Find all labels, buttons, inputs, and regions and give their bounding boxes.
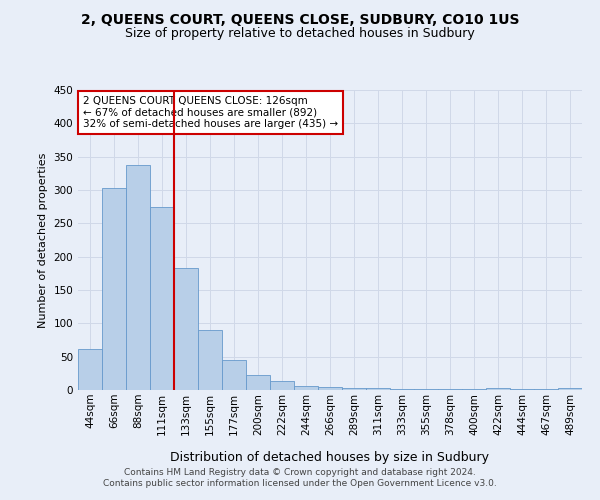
Bar [198,330,222,390]
Text: 2, QUEENS COURT, QUEENS CLOSE, SUDBURY, CO10 1US: 2, QUEENS COURT, QUEENS CLOSE, SUDBURY, … [81,12,519,26]
Bar [150,208,174,390]
Bar [78,350,102,390]
Bar [222,360,246,390]
Text: 2 QUEENS COURT QUEENS CLOSE: 126sqm
← 67% of detached houses are smaller (892)
3: 2 QUEENS COURT QUEENS CLOSE: 126sqm ← 67… [83,96,338,129]
Bar [246,374,270,390]
Bar [342,388,366,390]
Bar [126,166,150,390]
Bar [294,386,318,390]
Text: Contains HM Land Registry data © Crown copyright and database right 2024.
Contai: Contains HM Land Registry data © Crown c… [103,468,497,487]
Bar [102,188,126,390]
Bar [174,268,198,390]
Bar [270,380,294,390]
Text: Size of property relative to detached houses in Sudbury: Size of property relative to detached ho… [125,28,475,40]
Text: Distribution of detached houses by size in Sudbury: Distribution of detached houses by size … [170,451,490,464]
Bar [318,388,342,390]
Bar [558,388,582,390]
Y-axis label: Number of detached properties: Number of detached properties [38,152,48,328]
Bar [486,388,510,390]
Bar [414,388,438,390]
Bar [366,388,390,390]
Bar [390,388,414,390]
